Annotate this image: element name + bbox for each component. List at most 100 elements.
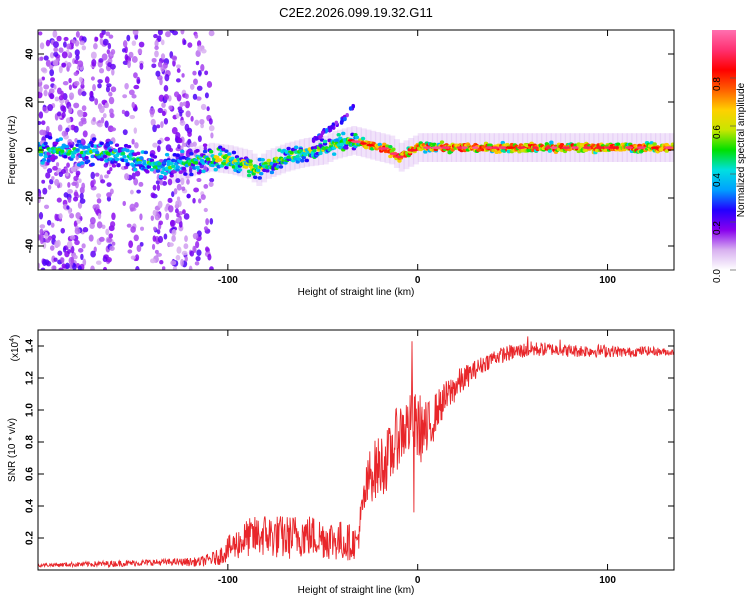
spectrogram-x-tick-label: 100 — [599, 275, 616, 286]
ridge-point — [90, 162, 95, 167]
speckle-point — [71, 181, 77, 186]
speckle-point — [121, 109, 126, 115]
speckle-point — [73, 191, 79, 197]
speckle-point — [155, 180, 160, 185]
ridge-point — [113, 148, 118, 153]
ridge-point — [38, 141, 41, 146]
speckle-point — [124, 82, 129, 90]
speckle-point — [173, 188, 178, 195]
speckle-point — [77, 265, 82, 270]
speckle-point — [43, 84, 50, 90]
speckle-point — [108, 34, 114, 39]
speckle-point — [69, 235, 76, 240]
speckle-point — [48, 88, 55, 95]
ridge-peak — [532, 146, 539, 150]
speckle-point — [177, 144, 181, 149]
ridge-point — [450, 148, 455, 152]
speckle-point — [172, 30, 179, 36]
speckle-point — [200, 64, 205, 72]
speckle-point — [61, 130, 68, 137]
ridge-point — [102, 154, 108, 159]
ridge-point — [146, 165, 152, 169]
speckle-point — [206, 81, 213, 88]
speckle-point — [79, 198, 86, 204]
speckle-point — [206, 106, 210, 112]
ridge-point — [125, 148, 130, 153]
speckle-point — [111, 241, 116, 246]
speckle-point — [73, 196, 79, 202]
speckle-point — [39, 224, 46, 229]
ridge-point — [170, 164, 176, 169]
ridge-point — [149, 167, 155, 172]
speckle-point — [73, 71, 79, 76]
speckle-point — [133, 72, 138, 79]
ridge-point — [122, 154, 127, 159]
speckle-point — [98, 67, 105, 74]
ridge-point — [439, 140, 445, 144]
speckle-point — [73, 80, 80, 87]
branch-point — [314, 136, 319, 141]
speckle-point — [43, 204, 50, 209]
speckle-point — [67, 189, 74, 194]
ridge-point — [218, 145, 223, 150]
ridge-point — [152, 155, 158, 159]
speckle-point — [176, 196, 181, 202]
speckle-point — [171, 229, 177, 236]
speckle-point — [188, 265, 193, 270]
speckle-point — [122, 40, 128, 48]
speckle-point — [97, 83, 102, 89]
ridge-point — [183, 172, 188, 176]
speckle-point — [139, 63, 144, 70]
speckle-point — [175, 112, 180, 119]
speckle-point — [154, 50, 159, 58]
speckle-point — [138, 181, 144, 187]
speckle-point — [66, 205, 70, 210]
speckle-point — [130, 226, 136, 233]
speckle-point — [180, 177, 185, 186]
speckle-point — [42, 187, 48, 195]
speckle-point — [94, 36, 99, 42]
speckle-point — [80, 138, 85, 143]
speckle-point — [97, 212, 102, 220]
speckle-point — [180, 30, 185, 35]
speckle-point — [48, 64, 54, 70]
ridge-point — [133, 167, 138, 172]
speckle-point — [102, 256, 108, 263]
speckle-point — [194, 33, 199, 39]
speckle-point — [46, 168, 53, 174]
speckle-point — [38, 262, 41, 270]
speckle-point — [164, 136, 171, 142]
speckle-point — [81, 119, 87, 125]
speckle-point — [154, 249, 159, 254]
snr-y-tick-label: 0.2 — [25, 531, 36, 545]
speckle-point — [90, 51, 97, 60]
ridge-point — [260, 158, 265, 162]
speckle-point — [151, 243, 156, 250]
ridge-point — [47, 135, 53, 140]
ridge-point — [488, 143, 493, 148]
ridge-peak — [389, 152, 399, 156]
speckle-point — [45, 172, 51, 179]
ridge-point — [301, 155, 306, 160]
ridge-point — [652, 142, 657, 146]
speckle-point — [51, 265, 57, 270]
speckle-point — [179, 119, 186, 126]
speckle-point — [184, 100, 190, 109]
ridge-point — [189, 172, 194, 177]
speckle-point — [92, 83, 96, 92]
speckle-point — [69, 212, 75, 219]
speckle-point — [74, 40, 80, 47]
speckle-point — [38, 120, 42, 125]
branch-point — [339, 120, 344, 125]
speckle-point — [207, 253, 212, 261]
ridge-point — [54, 141, 59, 145]
ridge-peak — [516, 146, 526, 150]
branch-point — [351, 104, 355, 109]
ridge-point — [293, 145, 299, 150]
ridge-point — [105, 143, 111, 148]
speckle-point — [45, 125, 50, 133]
halo-cell — [674, 133, 680, 162]
speckle-point — [43, 55, 49, 61]
ridge-point — [263, 161, 269, 166]
ridge-point — [205, 157, 211, 162]
